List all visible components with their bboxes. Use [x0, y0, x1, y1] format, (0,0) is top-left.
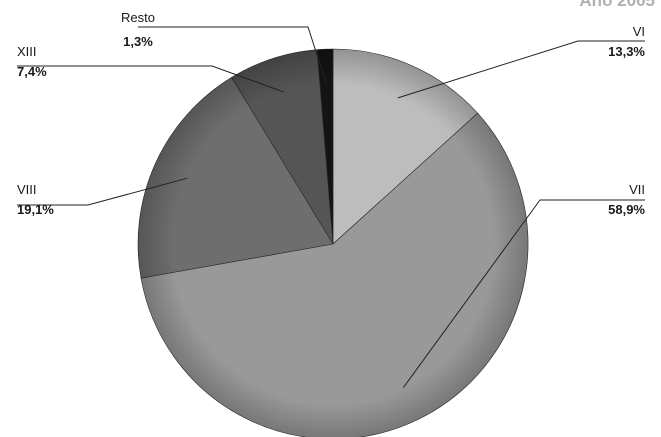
leader-line-xiii: [17, 65, 284, 93]
leader-line-viii: [17, 177, 188, 206]
leader-lines: [17, 26, 645, 388]
slice-value-xiii: 7,4%: [17, 64, 47, 79]
chart-corner-title: Año 2005: [579, 0, 655, 10]
slice-value-viii: 19,1%: [17, 202, 54, 217]
slice-labels: VI 13,3% VII 58,9% VIII 19,1% XIII 7,4% Resto 1,3…: [17, 10, 645, 217]
slice-value-vi: 13,3%: [608, 44, 645, 59]
leader-line-vi: [397, 40, 645, 99]
leader-line-resto: [138, 26, 327, 85]
pie-shading: [138, 49, 528, 437]
leader-line-vii: [402, 199, 645, 388]
slice-label-resto: Resto: [121, 10, 155, 25]
slice-label-xiii: XIII: [17, 44, 37, 59]
slice-value-vii: 58,9%: [608, 202, 645, 217]
slice-label-vi: VI: [633, 24, 645, 39]
slice-label-viii: VIII: [17, 182, 37, 197]
slice-label-vii: VII: [629, 182, 645, 197]
slice-value-resto: 1,3%: [123, 34, 153, 49]
